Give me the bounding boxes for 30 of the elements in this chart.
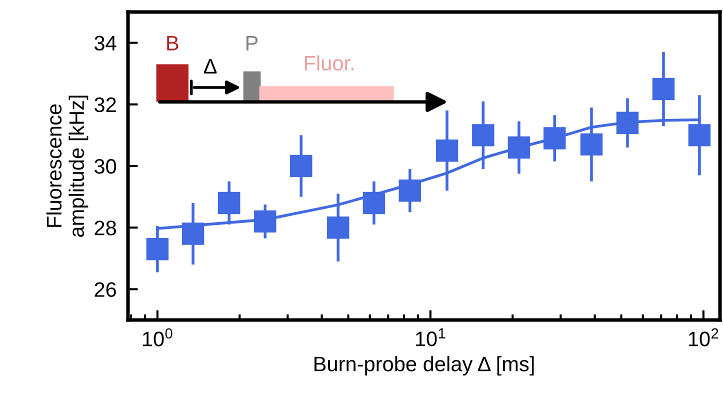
point <box>327 216 350 239</box>
point <box>362 192 386 214</box>
point <box>508 136 530 159</box>
point <box>146 238 169 260</box>
annotation: P <box>246 36 258 50</box>
y-tick-label: 32 <box>94 97 116 112</box>
annotation: B <box>167 36 178 50</box>
annotation: Δ <box>204 59 217 74</box>
annotation: Fluor. <box>304 55 354 71</box>
y-axis-title: Fluorescence amplitude [kHz] <box>46 96 88 237</box>
x-tick-label: 10$^{2}$ <box>688 328 718 346</box>
point <box>398 180 422 202</box>
point <box>254 210 276 233</box>
point <box>218 192 240 214</box>
point <box>544 127 566 150</box>
point <box>436 139 458 162</box>
x-axis-title: Burn-probe delay Δ [ms] <box>314 356 534 376</box>
point <box>472 124 494 146</box>
point <box>652 78 675 100</box>
x-tick-label: 10$^{1}$ <box>416 328 446 346</box>
point <box>580 133 603 156</box>
point <box>290 154 312 178</box>
y-tick-label: 28 <box>94 220 116 236</box>
point <box>688 124 711 146</box>
x-tick-label: 10$^{0}$ <box>143 328 172 346</box>
y-tick-label: 26 <box>94 282 116 297</box>
y-tick-label: 34 <box>94 36 116 51</box>
point <box>616 112 639 134</box>
y-tick-label: 30 <box>94 159 116 174</box>
point <box>182 222 204 245</box>
